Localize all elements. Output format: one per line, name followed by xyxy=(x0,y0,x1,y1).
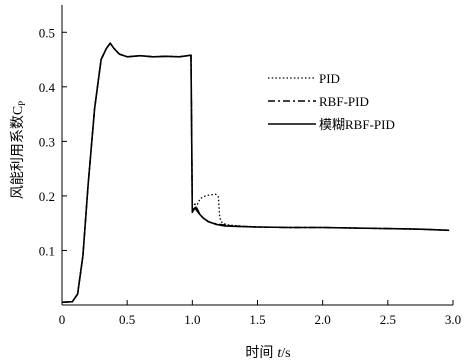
legend: PID RBF-PID 模糊RBF-PID xyxy=(268,71,395,132)
y-tick-label: 0.3 xyxy=(39,134,55,149)
x-tick-label: 1.5 xyxy=(249,312,265,327)
y-axis-title-main: 风能利用系数C xyxy=(10,106,26,199)
y-tick-label: 0.4 xyxy=(39,80,56,95)
x-axis-title-main: 时间 xyxy=(245,345,273,361)
x-axis-title: 时间 t/s xyxy=(245,345,290,361)
y-tick-label: 0.2 xyxy=(39,189,55,204)
x-tick-label: 3.0 xyxy=(445,312,461,327)
x-tick-label: 1.0 xyxy=(184,312,200,327)
ticks: 0 0.5 1.0 1.5 2.0 2.5 3.0 0.1 0.2 0.3 0.4 0.5 xyxy=(39,25,461,327)
series-line-solid xyxy=(61,42,450,304)
x-axis-title-unit: /s xyxy=(281,346,290,361)
x-tick-label: 2.5 xyxy=(380,312,396,327)
x-tick-label: 2.0 xyxy=(315,312,331,327)
x-tick-label: 0.5 xyxy=(119,312,135,327)
y-tick-label: 0.5 xyxy=(39,25,55,40)
y-axis-title-sub: P xyxy=(17,101,27,106)
y-axis-title: 风能利用系数CP xyxy=(10,101,27,199)
x-tick-label: 0 xyxy=(59,312,66,327)
legend-label: PID xyxy=(319,71,340,86)
x-axis-title-var: t xyxy=(277,346,282,361)
legend-label: RBF-PID xyxy=(319,94,369,109)
legend-label: 模糊RBF-PID xyxy=(319,117,395,132)
y-tick-label: 0.1 xyxy=(39,243,55,258)
plot-lines xyxy=(61,42,450,304)
